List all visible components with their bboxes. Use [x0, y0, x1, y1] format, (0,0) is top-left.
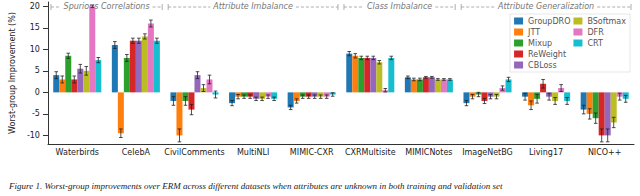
svg-text:Worst-group Improvement (%): Worst-group Improvement (%): [8, 12, 17, 134]
svg-text:Living17: Living17: [529, 148, 563, 157]
svg-text:JTT: JTT: [527, 28, 540, 37]
svg-text:Spurious Correlations: Spurious Correlations: [64, 2, 150, 11]
svg-text:MultiNLI: MultiNLI: [237, 148, 269, 157]
svg-text:CelebA: CelebA: [122, 148, 151, 157]
svg-text:DFR: DFR: [587, 28, 604, 37]
svg-text:BSoftmax: BSoftmax: [587, 17, 626, 26]
svg-text:CivilComments: CivilComments: [164, 148, 224, 157]
svg-text:Attribute Imbalance: Attribute Imbalance: [212, 2, 293, 11]
svg-text:Class Imbalance: Class Imbalance: [367, 2, 432, 11]
svg-text:MIMICNotes: MIMICNotes: [405, 148, 452, 157]
svg-text:GroupDRO: GroupDRO: [528, 17, 570, 26]
svg-text:CBLoss: CBLoss: [528, 61, 557, 70]
svg-text:Mixup: Mixup: [528, 39, 552, 48]
svg-text:Attribute Generalization: Attribute Generalization: [497, 2, 594, 11]
svg-text:0: 0: [35, 88, 40, 97]
svg-text:Figure 1. Worst-group improvem: Figure 1. Worst-group improvements over …: [8, 181, 503, 191]
svg-text:10: 10: [30, 45, 40, 54]
svg-text:ImageNetBG: ImageNetBG: [462, 148, 513, 157]
svg-text:CRT: CRT: [587, 39, 603, 48]
svg-text:CXRMultisite: CXRMultisite: [345, 148, 396, 157]
svg-text:NICO++: NICO++: [588, 148, 622, 157]
svg-text:Waterbirds: Waterbirds: [56, 148, 99, 157]
svg-text:-5: -5: [32, 109, 40, 118]
svg-text:20: 20: [30, 2, 40, 11]
svg-text:5: 5: [35, 66, 40, 75]
svg-text:15: 15: [30, 23, 40, 32]
svg-text:ReWeight: ReWeight: [528, 50, 566, 59]
svg-text:-10: -10: [27, 131, 40, 140]
svg-text:MIMIC-CXR: MIMIC-CXR: [290, 148, 334, 157]
